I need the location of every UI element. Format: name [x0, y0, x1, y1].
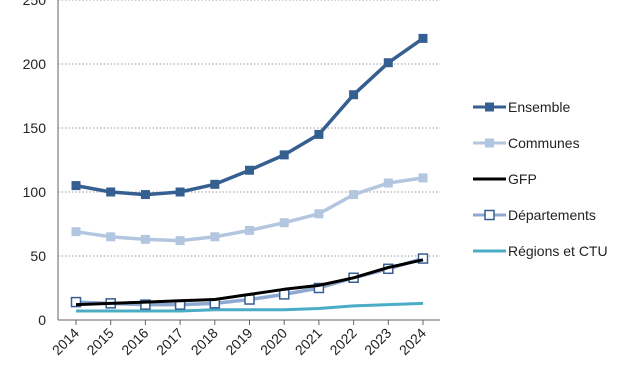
legend-label-regions-et-ctu: Régions et CTU — [508, 243, 608, 259]
y-tick-label-0: 0 — [38, 312, 46, 328]
series-communes — [71, 173, 428, 246]
x-tick-label-2015: 2015 — [83, 325, 116, 358]
point-communes-2015 — [106, 232, 116, 242]
legend-swatch-marker-communes — [485, 138, 494, 148]
axes — [57, 0, 440, 325]
legend-item-departements: Départements — [473, 207, 596, 223]
point-communes-2021 — [314, 209, 324, 219]
legend: Ensemble Communes GFP Départements Régions e… — [473, 99, 608, 259]
x-axis-tick-labels: 2014 2015 2016 2017 2018 2019 2020 2021 2022 2023… — [49, 325, 429, 358]
point-communes-2019 — [245, 225, 254, 235]
point-communes-2016 — [140, 234, 150, 244]
grid-lines — [58, 0, 440, 257]
x-tick-label-2020: 2020 — [257, 325, 290, 358]
point-departements-2021 — [313, 282, 325, 294]
point-ensemble-2019 — [245, 165, 254, 175]
legend-item-regions-et-ctu: Régions et CTU — [473, 243, 608, 259]
point-ensemble-2022 — [349, 90, 359, 100]
point-ensemble-2014 — [71, 181, 81, 191]
point-ensemble-2015 — [106, 187, 116, 197]
point-departements-2024 — [417, 253, 429, 264]
point-communes-2024 — [418, 173, 428, 183]
point-ensemble-2021 — [314, 129, 324, 139]
x-tick-label-2024: 2024 — [396, 325, 429, 358]
y-tick-label-150: 150 — [23, 120, 47, 136]
series-ensemble — [71, 33, 428, 200]
series-group — [70, 33, 429, 313]
legend-swatch-marker-departements — [484, 209, 495, 221]
point-ensemble-2020 — [279, 150, 289, 160]
series-gfp — [75, 258, 424, 307]
point-ensemble-2023 — [383, 58, 393, 68]
y-tick-label-100: 100 — [23, 184, 47, 200]
legend-swatch-marker-ensemble — [485, 102, 494, 112]
point-departements-2014 — [70, 296, 82, 308]
x-tick-label-2017: 2017 — [153, 325, 186, 358]
point-ensemble-2018 — [210, 179, 220, 189]
point-communes-2020 — [279, 218, 289, 228]
x-tick-label-2021: 2021 — [292, 325, 325, 358]
x-tick-label-2014: 2014 — [49, 325, 82, 358]
legend-item-communes: Communes — [473, 135, 580, 151]
series-departements — [70, 253, 429, 310]
legend-item-ensemble: Ensemble — [473, 99, 570, 115]
x-tick-label-2023: 2023 — [361, 325, 394, 358]
point-communes-2022 — [349, 190, 359, 200]
series-regions-et-ctu — [76, 301, 424, 313]
legend-label-communes: Communes — [508, 135, 580, 151]
point-communes-2023 — [383, 178, 393, 188]
point-communes-2014 — [71, 227, 81, 237]
point-ensemble-2024 — [418, 33, 428, 43]
y-tick-label-250: 250 — [23, 0, 47, 8]
series-line-regions-et-ctu — [76, 301, 424, 313]
y-tick-label-200: 200 — [23, 56, 47, 72]
x-tick-label-2022: 2022 — [326, 325, 359, 358]
series-line-gfp — [75, 258, 424, 307]
point-communes-2017 — [175, 236, 185, 246]
y-tick-label-50: 50 — [30, 248, 46, 264]
point-communes-2018 — [210, 232, 220, 242]
x-tick-label-2018: 2018 — [188, 325, 221, 358]
point-ensemble-2016 — [140, 190, 150, 200]
point-ensemble-2017 — [175, 187, 185, 197]
legend-label-departements: Départements — [508, 207, 596, 223]
y-axis-tick-labels: 0 50 100 150 200 250 — [23, 0, 47, 328]
legend-label-gfp: GFP — [508, 171, 537, 187]
x-tick-label-2016: 2016 — [118, 325, 151, 358]
x-tick-label-2019: 2019 — [222, 325, 255, 358]
legend-label-ensemble: Ensemble — [508, 99, 570, 115]
legend-item-gfp: GFP — [473, 171, 537, 187]
point-departements-2016 — [140, 299, 151, 310]
